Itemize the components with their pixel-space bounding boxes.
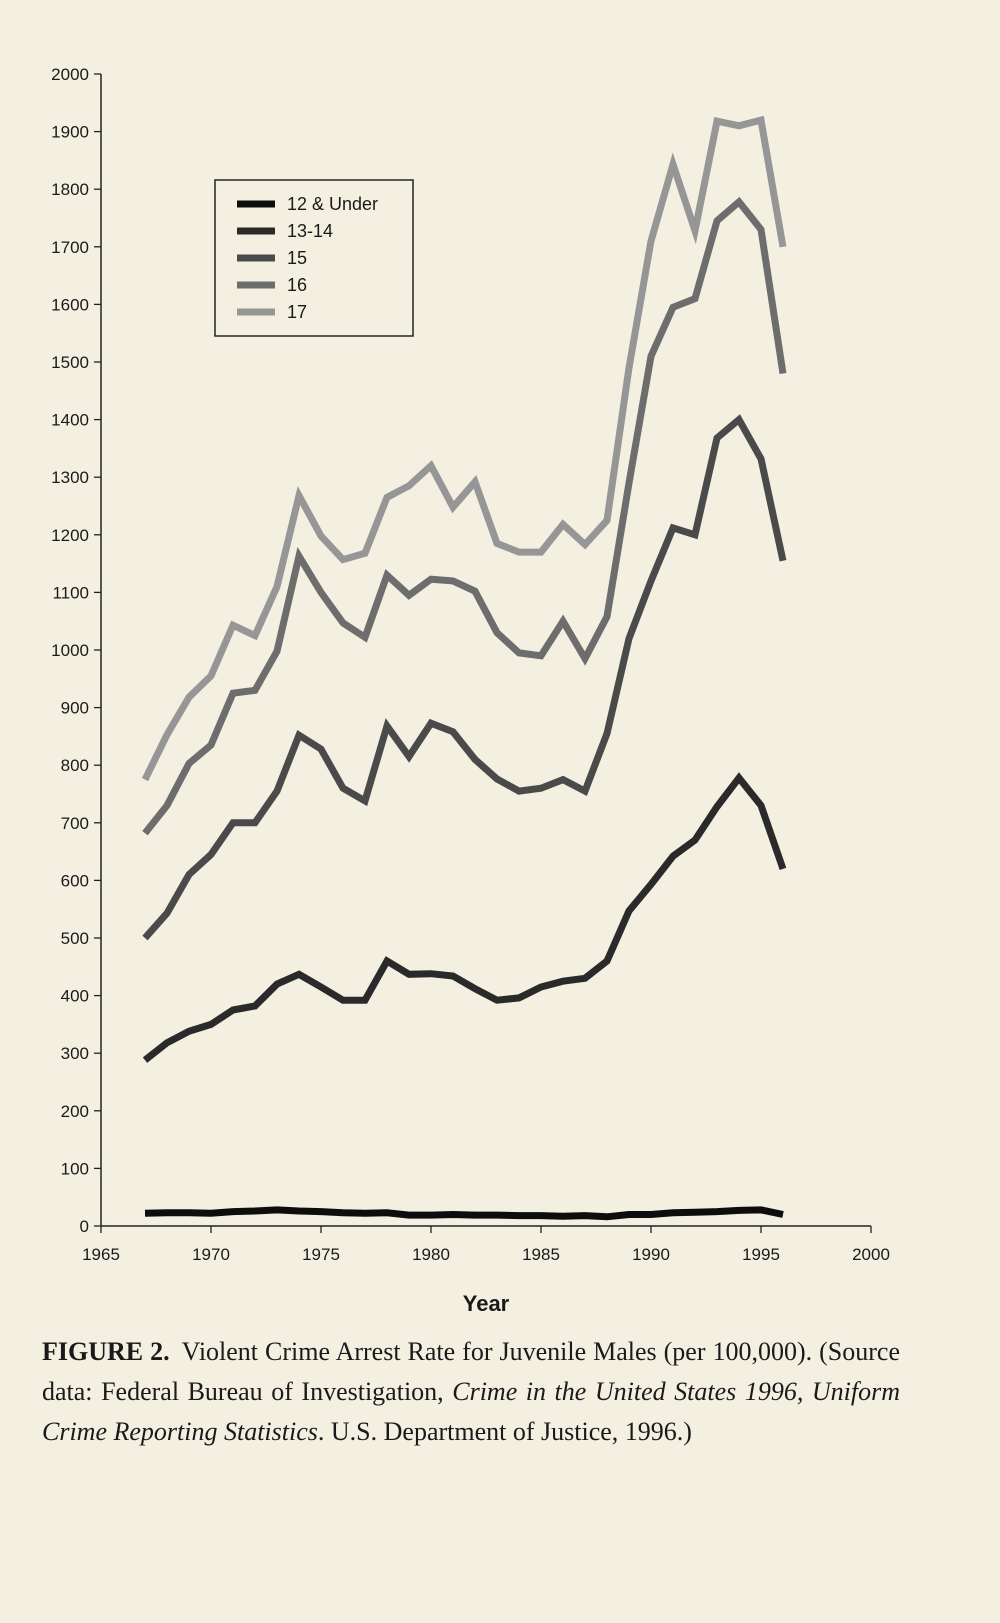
y-tick-label: 1800	[51, 180, 89, 199]
legend: 12 & Under 13-14 15 16 17	[214, 179, 414, 337]
y-tick-label: 0	[80, 1217, 89, 1236]
x-tick-label: 1995	[742, 1245, 780, 1264]
series-line	[141, 115, 787, 782]
caption-source-title: Crime in the United States 1996, Uniform…	[42, 1377, 900, 1446]
series-line	[142, 772, 787, 1063]
y-tick-label: 400	[61, 987, 89, 1006]
x-axis-ticks: 1965 1970 1975 1980 1985 1990 1995 2000	[82, 1226, 890, 1264]
figure-caption: FIGURE 2. Violent Crime Arrest Rate for J…	[42, 1332, 900, 1452]
y-tick-label: 800	[61, 756, 89, 775]
caption-text-1: Violent Crime Arrest Rate for Juvenile M…	[42, 1337, 900, 1406]
series-lines	[141, 115, 787, 1221]
y-tick-label: 900	[61, 699, 89, 718]
y-axis-ticks: 0 100 200 300 400 500 600 700 800 900 1000 1100 1200…	[51, 65, 101, 1236]
x-tick-label: 1965	[82, 1245, 120, 1264]
y-tick-label: 200	[61, 1102, 89, 1121]
legend-label: 17	[287, 302, 307, 322]
x-tick-label: 1980	[412, 1245, 450, 1264]
y-tick-label: 300	[61, 1044, 89, 1063]
y-tick-label: 600	[61, 871, 89, 890]
y-tick-label: 1400	[51, 411, 89, 430]
legend-label: 12 & Under	[287, 194, 378, 214]
y-tick-label: 100	[61, 1159, 89, 1178]
series-line	[144, 1206, 784, 1221]
legend-label: 13-14	[287, 221, 333, 241]
y-tick-label: 1000	[51, 641, 89, 660]
x-axis-title: Year	[463, 1291, 510, 1316]
caption-text-2: . U.S. Department of Justice, 1996.)	[317, 1417, 692, 1446]
y-tick-label: 1100	[52, 583, 89, 602]
x-tick-label: 2000	[852, 1245, 890, 1264]
legend-label: 15	[287, 248, 307, 268]
y-tick-label: 700	[61, 814, 89, 833]
y-tick-label: 2000	[51, 65, 89, 84]
y-tick-label: 1500	[51, 353, 89, 372]
y-tick-label: 500	[61, 929, 89, 948]
y-tick-label: 1200	[51, 526, 89, 545]
legend-label: 16	[287, 275, 307, 295]
x-tick-label: 1990	[632, 1245, 670, 1264]
y-tick-label: 1600	[51, 295, 89, 314]
line-chart: 0 100 200 300 400 500 600 700 800 900 1000 1100 1200…	[51, 65, 890, 1316]
series-line	[142, 414, 787, 941]
x-tick-label: 1970	[192, 1245, 230, 1264]
y-tick-label: 1300	[51, 468, 89, 487]
y-tick-label: 1700	[51, 238, 89, 257]
y-tick-label: 1900	[51, 123, 89, 142]
series-line	[142, 196, 787, 836]
x-tick-label: 1975	[302, 1245, 340, 1264]
x-tick-label: 1985	[522, 1245, 560, 1264]
figure-label: FIGURE 2.	[42, 1337, 170, 1366]
